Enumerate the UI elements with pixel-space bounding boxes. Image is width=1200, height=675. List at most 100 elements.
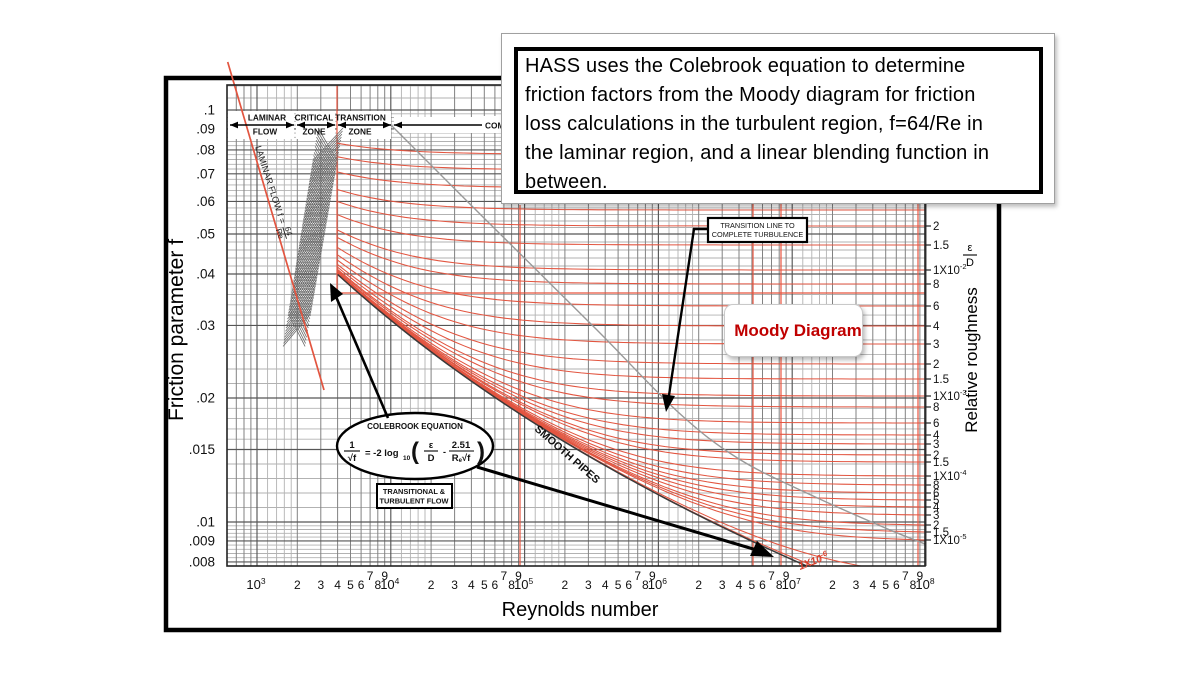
svg-text:9: 9 bbox=[783, 569, 790, 583]
svg-text:D: D bbox=[428, 453, 435, 464]
svg-text:4: 4 bbox=[933, 321, 940, 333]
svg-text:8: 8 bbox=[374, 578, 381, 592]
svg-text:Reynolds number: Reynolds number bbox=[502, 599, 659, 621]
svg-text:64: 64 bbox=[283, 226, 294, 238]
svg-text:.008: .008 bbox=[189, 554, 215, 569]
svg-text:D: D bbox=[966, 257, 974, 269]
svg-text:1.5: 1.5 bbox=[933, 374, 949, 386]
svg-text:5: 5 bbox=[347, 578, 354, 592]
svg-text:.05: .05 bbox=[196, 227, 215, 242]
svg-text:7: 7 bbox=[367, 569, 374, 583]
svg-text:3: 3 bbox=[933, 339, 939, 351]
svg-text:TRANSITION LINE TO: TRANSITION LINE TO bbox=[720, 221, 795, 230]
svg-text:9: 9 bbox=[515, 569, 522, 583]
svg-text:7: 7 bbox=[501, 569, 508, 583]
svg-text:2: 2 bbox=[829, 578, 836, 592]
svg-text:3: 3 bbox=[451, 578, 458, 592]
svg-text:4: 4 bbox=[933, 502, 940, 514]
svg-text:4: 4 bbox=[869, 578, 876, 592]
svg-text:2: 2 bbox=[933, 359, 939, 371]
svg-text:6: 6 bbox=[358, 578, 365, 592]
svg-text:CRITICAL: CRITICAL bbox=[295, 113, 334, 123]
svg-text:3: 3 bbox=[933, 510, 939, 522]
svg-text:.1: .1 bbox=[204, 103, 215, 118]
svg-text:5: 5 bbox=[749, 578, 756, 592]
svg-text:7: 7 bbox=[768, 569, 775, 583]
svg-text:6: 6 bbox=[933, 418, 939, 430]
svg-text:9: 9 bbox=[917, 569, 924, 583]
svg-text:.02: .02 bbox=[196, 391, 215, 406]
svg-text:6: 6 bbox=[759, 578, 766, 592]
svg-text:.04: .04 bbox=[196, 267, 215, 282]
svg-text:.015: .015 bbox=[189, 442, 215, 457]
svg-text:TRANSITIONAL &: TRANSITIONAL & bbox=[383, 487, 446, 496]
svg-text:-: - bbox=[443, 447, 446, 457]
svg-text:2: 2 bbox=[933, 450, 939, 462]
svg-text:6: 6 bbox=[625, 578, 632, 592]
svg-text:.08: .08 bbox=[196, 142, 215, 157]
svg-text:6: 6 bbox=[933, 301, 939, 313]
svg-text:8: 8 bbox=[933, 480, 939, 492]
svg-text:5: 5 bbox=[481, 578, 488, 592]
svg-text:3: 3 bbox=[719, 578, 726, 592]
svg-text:2: 2 bbox=[933, 520, 939, 532]
svg-text:1.5: 1.5 bbox=[933, 457, 949, 469]
svg-text:.06: .06 bbox=[196, 194, 215, 209]
svg-text:8: 8 bbox=[910, 578, 917, 592]
svg-text:Re√f: Re√f bbox=[452, 453, 471, 464]
svg-text:9: 9 bbox=[649, 569, 656, 583]
svg-text:6: 6 bbox=[893, 578, 900, 592]
svg-text:.009: .009 bbox=[189, 533, 215, 548]
svg-text:(: ( bbox=[411, 438, 419, 465]
svg-text:Re: Re bbox=[274, 227, 286, 240]
svg-text:8: 8 bbox=[933, 279, 939, 291]
svg-text:8: 8 bbox=[776, 578, 783, 592]
svg-text:2.51: 2.51 bbox=[452, 440, 471, 451]
svg-text:ε: ε bbox=[429, 440, 434, 451]
svg-text:.03: .03 bbox=[196, 318, 215, 333]
svg-text:.09: .09 bbox=[196, 121, 215, 136]
svg-text:COMPLETE TURBULENCE: COMPLETE TURBULENCE bbox=[712, 230, 804, 239]
svg-text:2: 2 bbox=[428, 578, 435, 592]
svg-text:.01: .01 bbox=[196, 515, 215, 530]
svg-text:4: 4 bbox=[602, 578, 609, 592]
svg-text:√f: √f bbox=[348, 453, 357, 464]
svg-text:8: 8 bbox=[933, 402, 939, 414]
svg-text:3: 3 bbox=[933, 439, 939, 451]
svg-text:5: 5 bbox=[933, 495, 939, 507]
svg-text:1X10-5: 1X10-5 bbox=[933, 532, 967, 547]
svg-text:TRANSITION: TRANSITION bbox=[335, 113, 386, 123]
svg-text:.07: .07 bbox=[196, 166, 215, 181]
svg-text:3: 3 bbox=[853, 578, 860, 592]
svg-text:4: 4 bbox=[334, 578, 341, 592]
svg-text:9: 9 bbox=[381, 569, 388, 583]
svg-text:4: 4 bbox=[736, 578, 743, 592]
svg-text:TURBULENT FLOW: TURBULENT FLOW bbox=[380, 497, 449, 506]
svg-text:3: 3 bbox=[585, 578, 592, 592]
svg-text:3: 3 bbox=[317, 578, 324, 592]
svg-text:4: 4 bbox=[933, 430, 940, 442]
svg-text:5: 5 bbox=[882, 578, 889, 592]
svg-text:1: 1 bbox=[349, 440, 355, 451]
svg-text:7: 7 bbox=[902, 569, 909, 583]
svg-text:COLEBROOK EQUATION: COLEBROOK EQUATION bbox=[367, 422, 463, 431]
svg-text:8: 8 bbox=[508, 578, 515, 592]
svg-text:2: 2 bbox=[695, 578, 702, 592]
svg-text:2: 2 bbox=[562, 578, 569, 592]
svg-text:1X10-4: 1X10-4 bbox=[933, 468, 967, 483]
svg-text:10: 10 bbox=[403, 455, 411, 462]
svg-text:1.5: 1.5 bbox=[933, 527, 949, 539]
svg-text:Friction parameter f: Friction parameter f bbox=[165, 239, 188, 421]
svg-text:1.5: 1.5 bbox=[933, 240, 949, 252]
svg-text:7: 7 bbox=[634, 569, 641, 583]
svg-text:ZONE: ZONE bbox=[302, 127, 326, 137]
svg-text:= -2 log: = -2 log bbox=[365, 448, 399, 459]
svg-text:6: 6 bbox=[933, 488, 939, 500]
svg-text:2: 2 bbox=[933, 221, 939, 233]
svg-text:ZONE: ZONE bbox=[348, 127, 372, 137]
svg-text:1X10-3: 1X10-3 bbox=[933, 388, 967, 403]
svg-text:): ) bbox=[477, 438, 485, 465]
svg-text:LAMINAR: LAMINAR bbox=[248, 113, 286, 123]
svg-text:2: 2 bbox=[294, 578, 301, 592]
svg-text:Relative roughness: Relative roughness bbox=[962, 287, 981, 433]
